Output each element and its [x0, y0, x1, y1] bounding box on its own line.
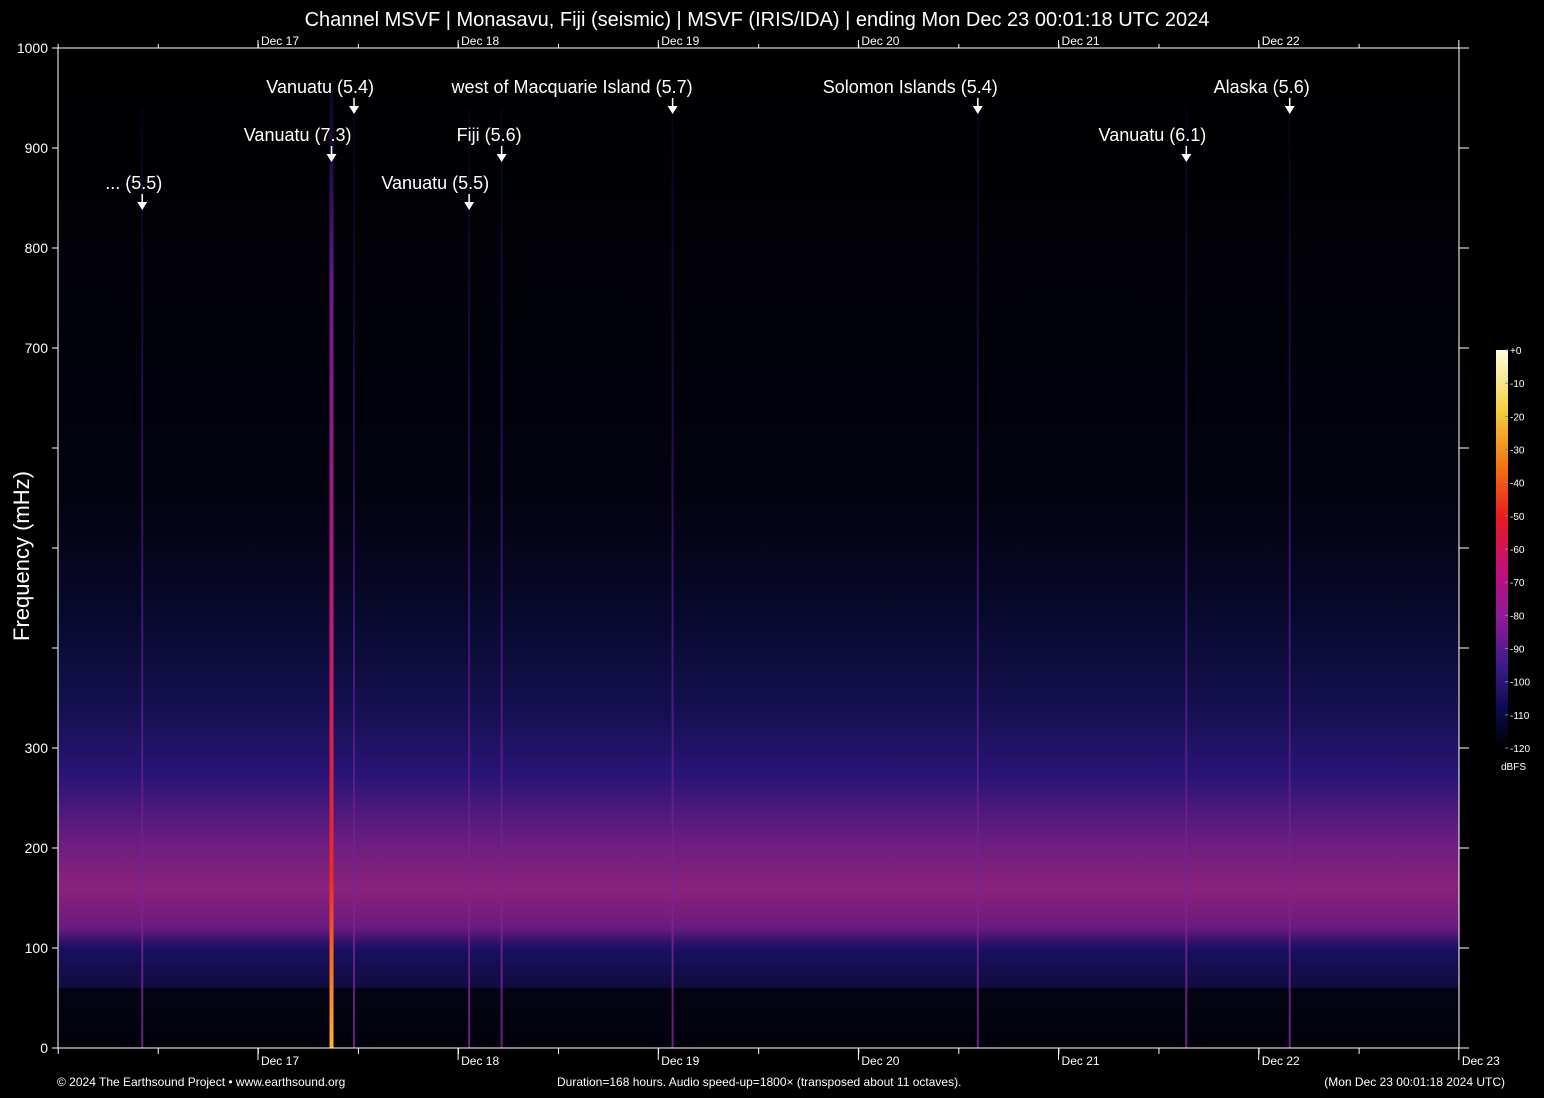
- colorbar-tick-label: -110: [1510, 711, 1530, 722]
- event-arrow-head: [464, 202, 475, 210]
- colorbar-unit: dBFS: [1501, 762, 1527, 773]
- low-frequency-quiet-band: [58, 988, 1459, 1048]
- colorbar-tick-label: -40: [1510, 479, 1525, 490]
- event-streak: [468, 108, 471, 1048]
- colorbar-tick-label: -100: [1510, 678, 1530, 689]
- y-tick-label: 700: [25, 340, 49, 356]
- event-streak: [500, 108, 503, 1048]
- event-label: Vanuatu (7.3): [244, 125, 352, 145]
- x-tick-label-top: Dec 22: [1262, 34, 1300, 48]
- y-tick-label: 900: [25, 140, 49, 156]
- event-streak: [329, 93, 334, 1048]
- y-tick-label: 800: [25, 240, 49, 256]
- colorbar-tick-label: -60: [1510, 545, 1525, 556]
- chart-title: Channel MSVF | Monasavu, Fiji (seismic) …: [304, 9, 1210, 31]
- colorbar-tick-label: -70: [1510, 578, 1525, 589]
- colorbar-tick-label: -10: [1510, 379, 1525, 390]
- event-arrow-head: [349, 106, 360, 114]
- colorbar-tick-label: -50: [1510, 512, 1525, 523]
- x-tick-label-top: Dec 19: [661, 34, 699, 48]
- footer-info: Duration=168 hours. Audio speed-up=1800×…: [557, 1075, 962, 1089]
- y-tick-label: 1000: [17, 40, 48, 56]
- y-tick-label: 200: [25, 840, 49, 856]
- footer-copyright: © 2024 The Earthsound Project • www.eart…: [57, 1075, 346, 1089]
- event-streak: [353, 108, 356, 1048]
- x-tick-label-top: Dec 20: [861, 34, 899, 48]
- x-tick-label: Dec 22: [1262, 1054, 1300, 1068]
- event-label: Alaska (5.6): [1214, 77, 1310, 97]
- x-tick-label: Dec 17: [261, 1054, 299, 1068]
- event-arrow-head: [326, 154, 337, 162]
- event-arrow-head: [972, 106, 983, 114]
- event-streak: [141, 108, 144, 1048]
- x-tick-label-top: Dec 18: [461, 34, 499, 48]
- footer-end-time: (Mon Dec 23 00:01:18 2024 UTC): [1324, 1075, 1505, 1089]
- colorbar-tick-label: -120: [1510, 744, 1530, 755]
- event-label: Solomon Islands (5.4): [823, 77, 998, 97]
- x-tick-label: Dec 21: [1062, 1054, 1100, 1068]
- event-label: Vanuatu (5.4): [266, 77, 374, 97]
- event-arrow-head: [496, 154, 507, 162]
- x-tick-label-top: Dec 17: [261, 34, 299, 48]
- colorbar-tick-label: -20: [1510, 412, 1525, 423]
- event-arrow-head: [1284, 106, 1295, 114]
- event-arrow-head: [137, 202, 148, 210]
- x-tick-label-top: Dec 21: [1062, 34, 1100, 48]
- x-tick-label: Dec 18: [461, 1054, 499, 1068]
- colorbar-tick-label: -90: [1510, 645, 1525, 656]
- y-tick-label: 300: [25, 740, 49, 756]
- event-label: Fiji (5.6): [457, 125, 522, 145]
- x-tick-label: Dec 23: [1462, 1054, 1500, 1068]
- event-label: west of Macquarie Island (5.7): [450, 77, 692, 97]
- event-label: Vanuatu (5.5): [381, 173, 489, 193]
- event-arrow-head: [667, 106, 678, 114]
- y-tick-label: 100: [25, 940, 49, 956]
- event-streak: [1288, 108, 1291, 1048]
- y-tick-label: 0: [40, 1040, 48, 1056]
- event-label: Vanuatu (6.1): [1099, 125, 1207, 145]
- event-streak: [671, 108, 674, 1048]
- x-tick-label: Dec 19: [661, 1054, 699, 1068]
- x-tick-label: Dec 20: [861, 1054, 899, 1068]
- noise-band: [58, 48, 1459, 1048]
- event-streak: [1185, 108, 1188, 1048]
- colorbar-tick-label: -30: [1510, 446, 1525, 457]
- event-arrow-head: [1181, 154, 1192, 162]
- event-label: ... (5.5): [105, 173, 162, 193]
- colorbar-tick-label: -80: [1510, 611, 1525, 622]
- event-streak: [976, 108, 979, 1048]
- colorbar-tick-label: +0: [1510, 346, 1522, 357]
